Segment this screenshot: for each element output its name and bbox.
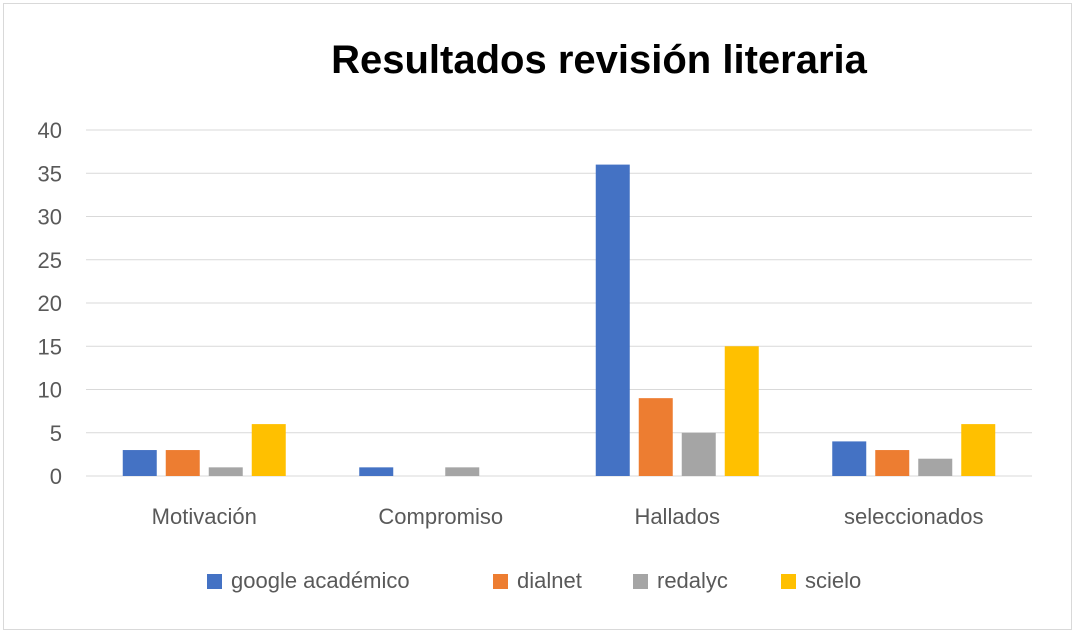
bar [681,432,716,476]
x-category-label: Hallados [634,504,720,529]
legend-item: dialnet [493,565,582,597]
y-tick-label: 20 [38,291,62,316]
legend-swatch [781,573,796,589]
x-category-label: seleccionados [844,504,983,529]
legend-swatch [207,573,222,589]
bar [445,467,480,476]
legend-label: redalyc [657,568,728,593]
bar [961,424,996,476]
bar [595,164,630,476]
y-tick-label: 35 [38,161,62,186]
legend: google académico dialnet redalyc scielo [0,565,1078,597]
legend-label: google académico [231,568,410,593]
y-tick-label: 40 [38,118,62,143]
y-tick-label: 5 [50,421,62,446]
bar [208,467,243,476]
legend-item: google académico [207,565,410,597]
y-tick-label: 30 [38,205,62,230]
chart-area [3,3,1072,630]
y-tick-label: 25 [38,248,62,273]
y-tick-label: 10 [38,378,62,403]
y-tick-label: 15 [38,334,62,359]
legend-item: redalyc [633,565,728,597]
chart-title: Resultados revisión literaria [331,38,867,82]
bar [875,450,910,476]
legend-label: dialnet [517,568,582,593]
bar [724,346,759,476]
bar [251,424,286,476]
y-tick-label: 0 [50,464,62,489]
x-category-label: Compromiso [378,504,503,529]
bar [122,450,157,476]
bar [832,441,867,476]
bar [918,458,953,476]
bar [359,467,394,476]
legend-swatch [633,573,648,589]
legend-item: scielo [781,565,861,597]
legend-swatch [493,573,508,589]
x-category-label: Motivación [152,504,257,529]
bar [638,398,673,476]
legend-label: scielo [805,568,862,593]
bar [165,450,200,476]
